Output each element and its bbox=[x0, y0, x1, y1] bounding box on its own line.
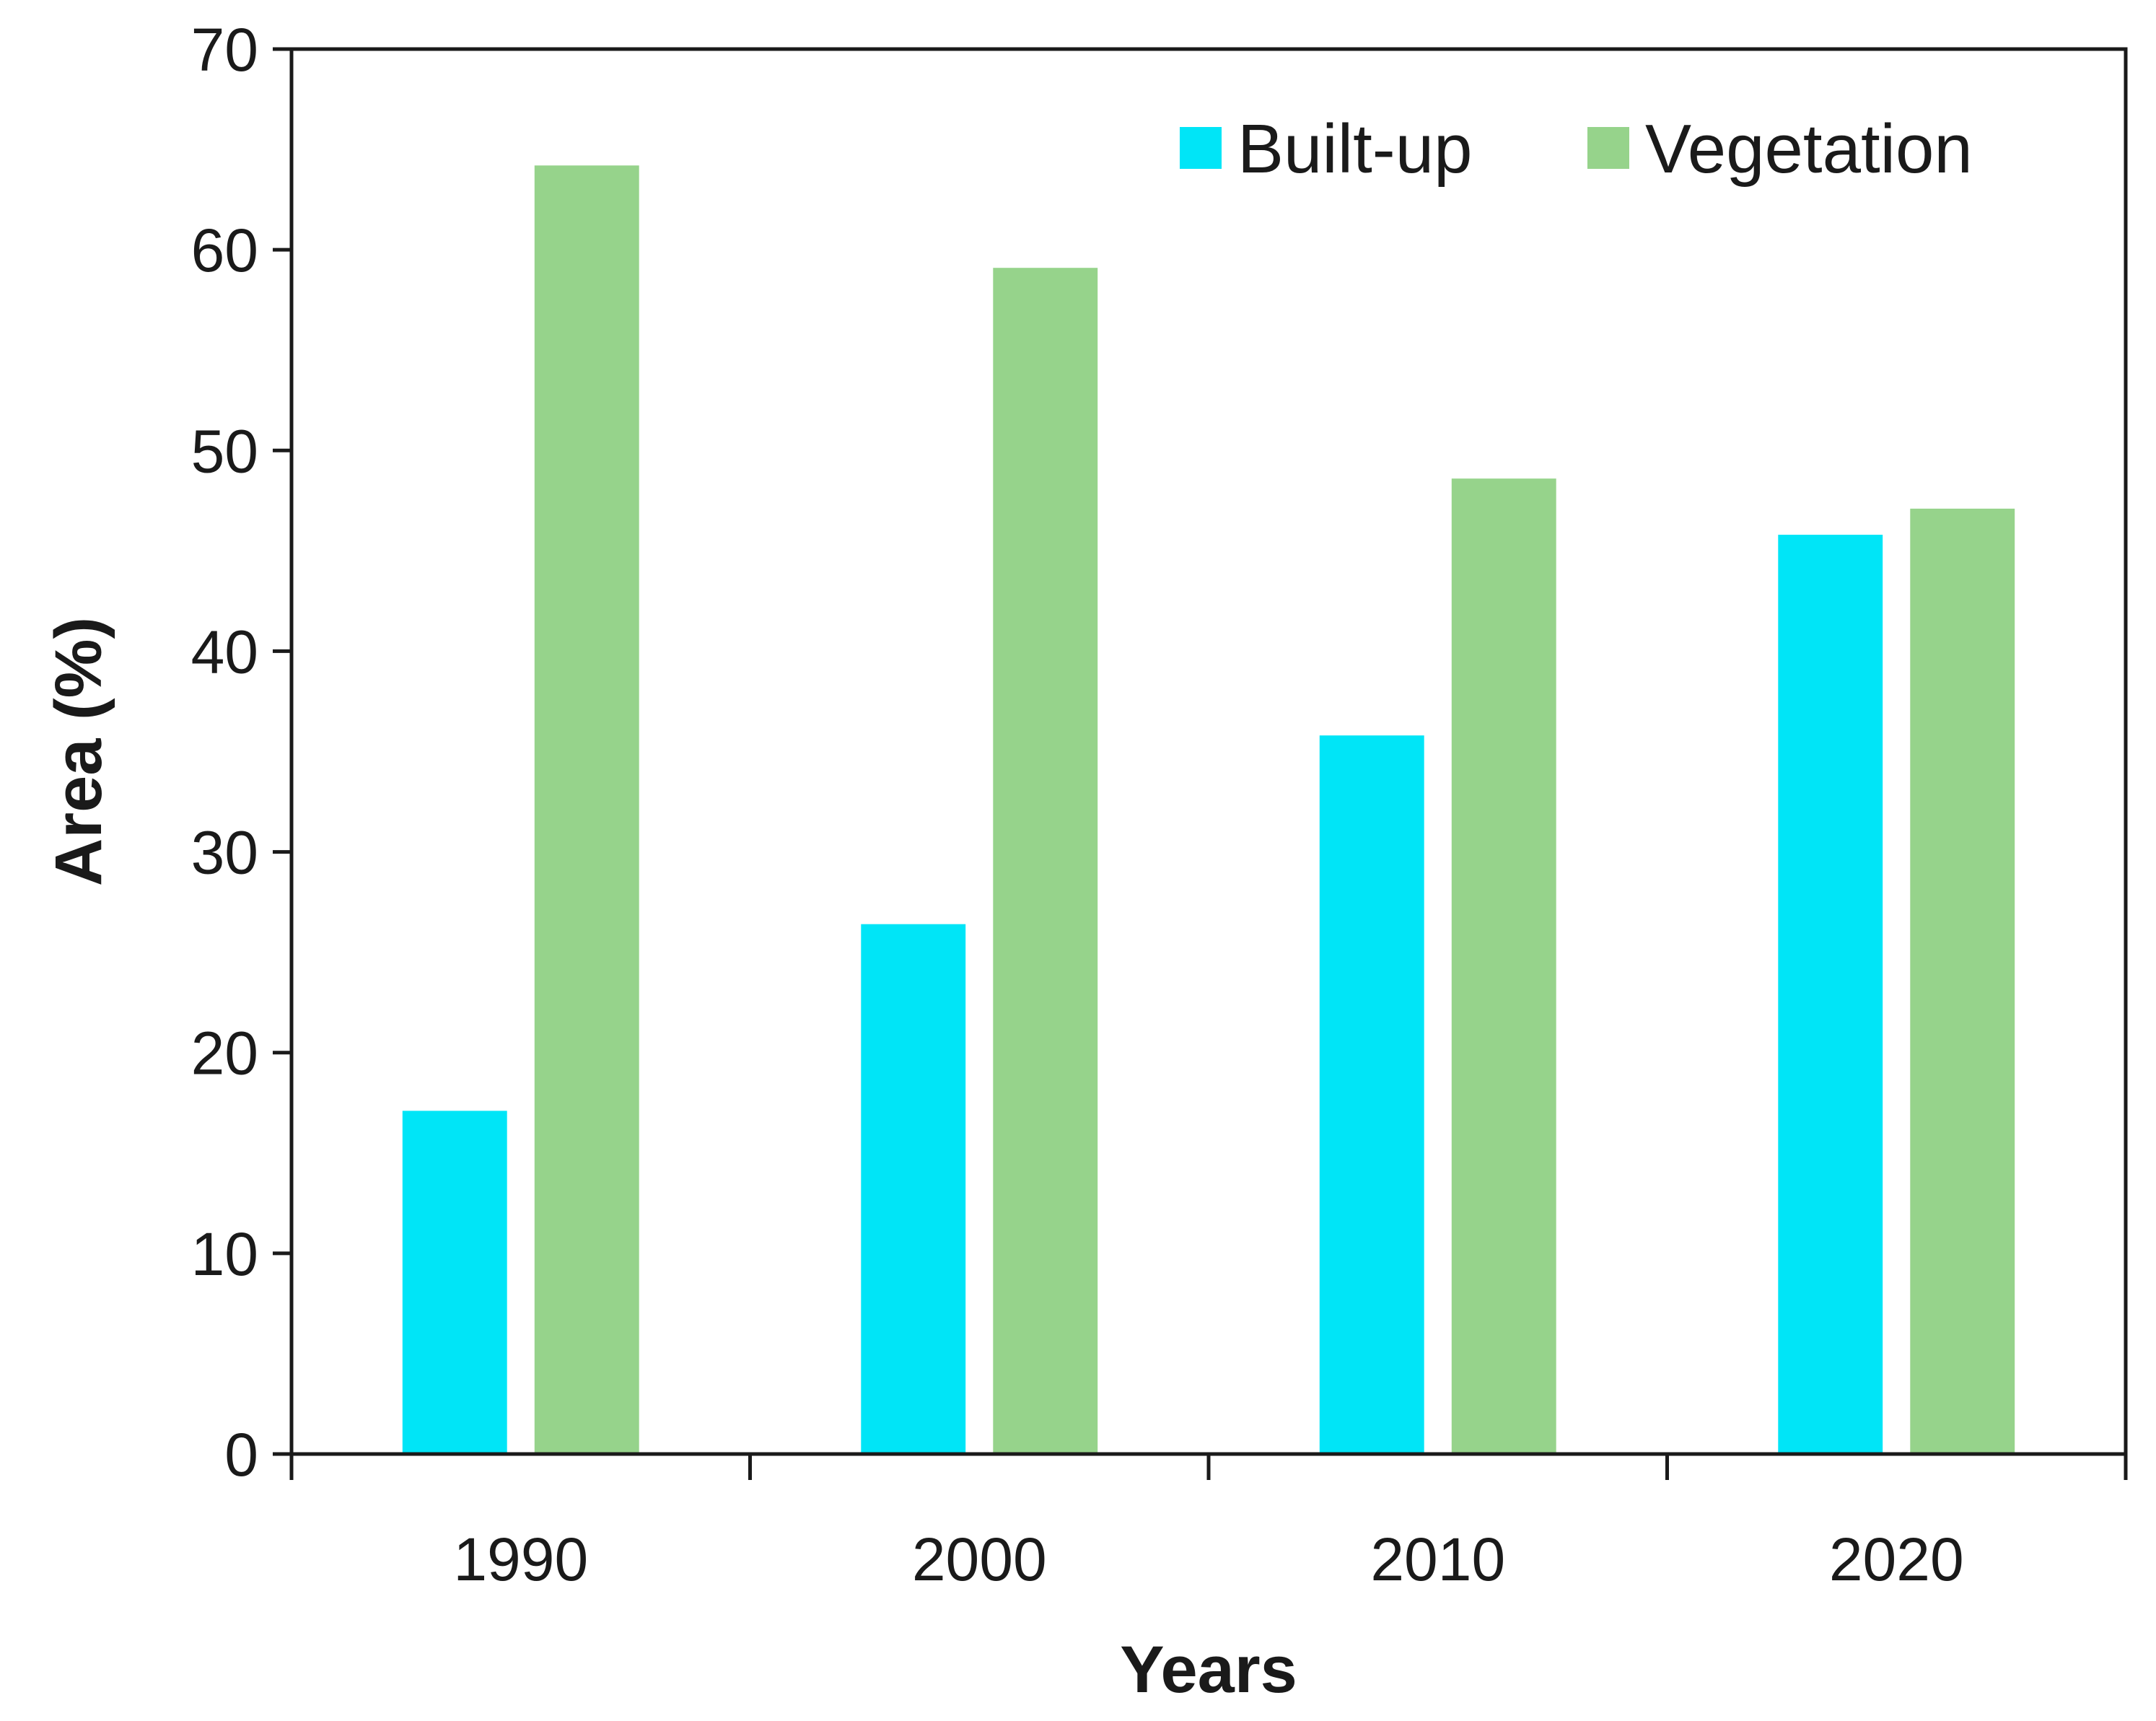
axes-layer: 0 10 20 30 40 50 60 70 1990 2000 2010 2020 bbox=[191, 16, 2128, 1593]
legend: Built-up Vegetation bbox=[1180, 110, 1973, 188]
x-tick-label: 2010 bbox=[1370, 1525, 1505, 1593]
bar-built-up-2010 bbox=[1319, 735, 1424, 1454]
x-tick-label: 1990 bbox=[453, 1525, 588, 1593]
y-axis-title: Area (%) bbox=[42, 617, 115, 886]
legend-label-vegetation: Vegetation bbox=[1645, 110, 1973, 188]
y-tick-label: 0 bbox=[224, 1421, 258, 1489]
x-tick-label: 2020 bbox=[1829, 1525, 1964, 1593]
bars-layer bbox=[402, 165, 2015, 1455]
legend-label-built-up: Built-up bbox=[1237, 110, 1473, 188]
y-tick-label: 10 bbox=[191, 1220, 258, 1288]
y-tick-label: 40 bbox=[191, 618, 258, 686]
legend-swatch-vegetation bbox=[1587, 127, 1629, 169]
x-axis-title: Years bbox=[1120, 1633, 1297, 1707]
bar-vegetation-2000 bbox=[993, 268, 1098, 1455]
bar-vegetation-1990 bbox=[534, 165, 639, 1454]
y-tick-label: 20 bbox=[191, 1020, 258, 1087]
y-tick-label: 60 bbox=[191, 216, 258, 284]
bar-built-up-2020 bbox=[1778, 535, 1883, 1454]
x-tick-label: 2000 bbox=[912, 1525, 1047, 1593]
bar-vegetation-2010 bbox=[1451, 478, 1556, 1455]
legend-swatch-built-up bbox=[1180, 127, 1222, 169]
y-tick-label: 50 bbox=[191, 417, 258, 485]
y-tick-label: 70 bbox=[191, 16, 258, 84]
y-tick-label: 30 bbox=[191, 819, 258, 887]
bar-built-up-1990 bbox=[402, 1111, 507, 1454]
bar-built-up-2000 bbox=[861, 924, 966, 1454]
bar-vegetation-2020 bbox=[1910, 508, 2015, 1454]
